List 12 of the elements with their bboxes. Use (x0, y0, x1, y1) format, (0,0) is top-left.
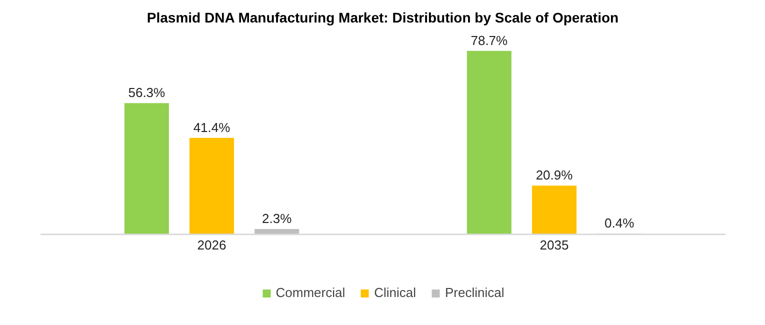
data-label: 0.4% (604, 215, 635, 230)
legend-label: Preclinical (445, 285, 504, 300)
data-label: 2.3% (262, 211, 292, 226)
data-label: 20.9% (536, 168, 574, 183)
chart-title: Plasmid DNA Manufacturing Market: Distribution by Scale of Operation (146, 10, 619, 26)
data-label: 56.3% (128, 85, 166, 100)
x-tick-label: 2026 (197, 237, 226, 252)
x-tick-label: 2035 (540, 237, 569, 252)
legend-label: Clinical (374, 285, 416, 300)
legend-label: Commercial (276, 285, 346, 300)
data-label: 78.7% (470, 32, 508, 48)
data-label: 41.4% (193, 120, 231, 135)
